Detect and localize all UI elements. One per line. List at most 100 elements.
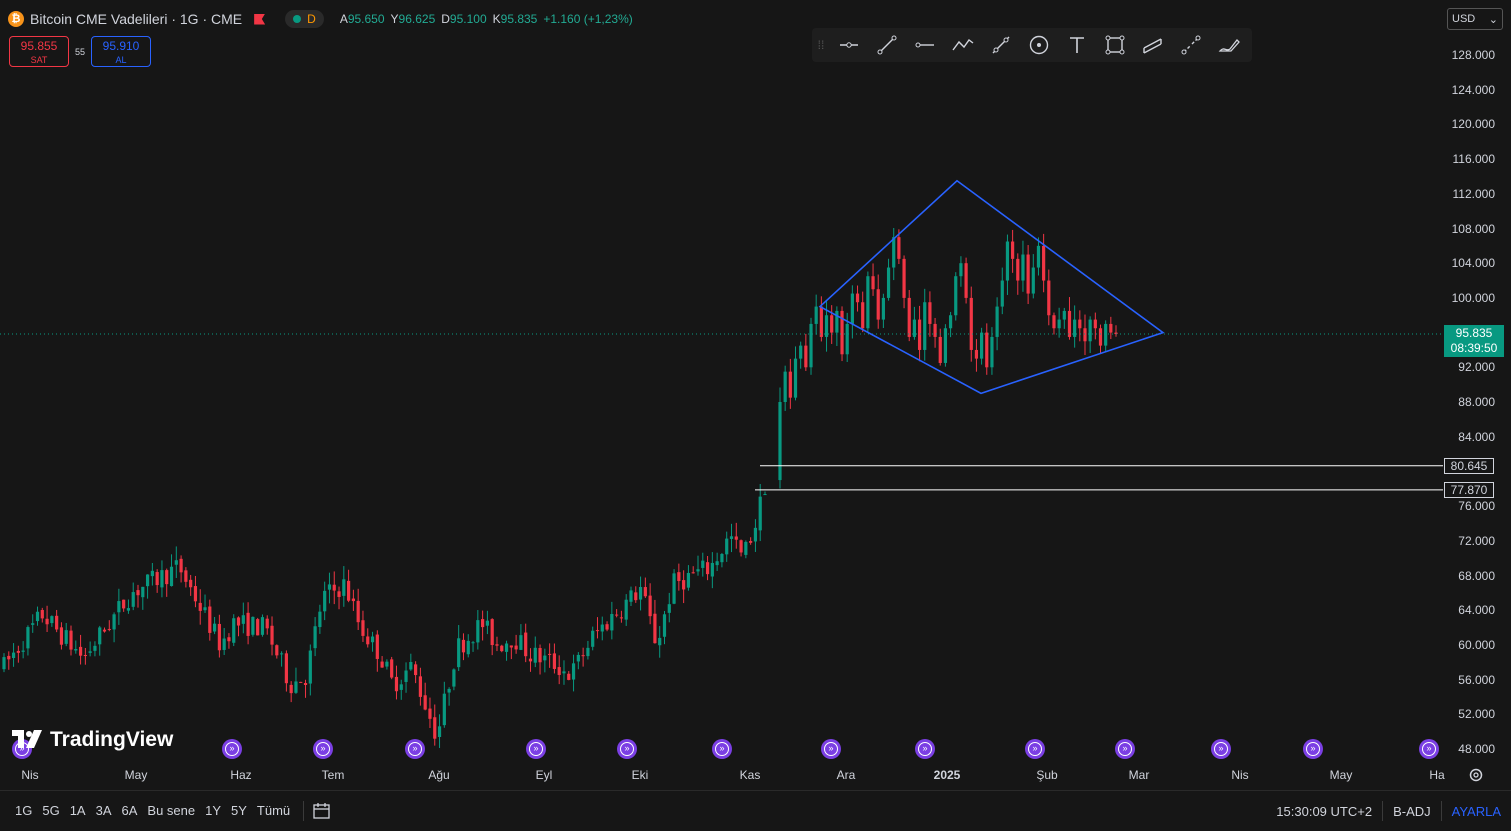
- economic-event-icon[interactable]: »: [617, 739, 637, 759]
- open-value: 95.650: [347, 12, 385, 26]
- time-tick-label: Ara: [836, 768, 856, 782]
- economic-event-icon[interactable]: »: [526, 739, 546, 759]
- range-5y[interactable]: 5Y: [231, 803, 247, 818]
- candle-body: [31, 623, 35, 625]
- price-chart[interactable]: [0, 0, 1443, 790]
- horizontal-line-icon[interactable]: [906, 30, 944, 60]
- candle-body: [658, 637, 662, 646]
- candle-body: [275, 645, 279, 656]
- range-1y[interactable]: 1Y: [205, 803, 222, 818]
- text-icon[interactable]: [1058, 30, 1096, 60]
- range-6a[interactable]: 6A: [121, 803, 138, 818]
- economic-event-icon[interactable]: »: [1303, 739, 1323, 759]
- candle-body: [576, 654, 580, 662]
- economic-event-icon[interactable]: »: [405, 739, 425, 759]
- tradingview-logo[interactable]: TradingView: [12, 728, 173, 752]
- trend-line-icon[interactable]: [868, 30, 906, 60]
- candle-body: [21, 650, 25, 652]
- close-value: 95.835: [500, 12, 538, 26]
- gear-icon[interactable]: [1467, 766, 1485, 784]
- range-1a[interactable]: 1A: [69, 803, 86, 818]
- economic-event-icon[interactable]: »: [712, 739, 732, 759]
- candle-body: [504, 643, 509, 652]
- path-icon[interactable]: [944, 30, 982, 60]
- bitcoin-icon: ₿: [8, 11, 24, 27]
- brush-icon[interactable]: [1172, 30, 1210, 60]
- candle-body: [485, 620, 490, 626]
- candle-body: [567, 673, 571, 680]
- candle-body: [141, 586, 145, 598]
- candle-body: [624, 599, 628, 620]
- candle-body: [1062, 310, 1066, 320]
- economic-event-icon[interactable]: »: [313, 739, 333, 759]
- candle-body: [2, 657, 6, 670]
- candle-body: [886, 267, 891, 298]
- candle-body: [150, 570, 154, 577]
- currency-selector[interactable]: USD ⌄: [1447, 8, 1503, 30]
- market-status[interactable]: D: [285, 10, 324, 28]
- candle-body: [323, 590, 327, 612]
- economic-event-icon[interactable]: »: [1115, 739, 1135, 759]
- candle-body: [452, 669, 456, 687]
- candle-body: [799, 345, 803, 359]
- candle-body: [648, 595, 652, 617]
- candle-body: [394, 676, 399, 692]
- candle-body: [232, 618, 236, 643]
- economic-event-icon[interactable]: »: [1025, 739, 1045, 759]
- candle-body: [876, 289, 880, 320]
- eraser-pen-icon[interactable]: [1210, 30, 1248, 60]
- calendar-range-icon[interactable]: [312, 802, 332, 820]
- clock-timezone[interactable]: 15:30:09 UTC+2: [1276, 803, 1373, 819]
- open-key: A: [339, 12, 348, 26]
- economic-event-icon[interactable]: »: [222, 739, 242, 759]
- horizontal-ray-icon[interactable]: [830, 30, 868, 60]
- sell-button[interactable]: 95.855 SAT: [9, 36, 69, 67]
- buy-label: AL: [115, 55, 127, 65]
- candle-body: [629, 590, 633, 602]
- price-tick-label: 124.000: [1451, 82, 1495, 97]
- range-3a[interactable]: 3A: [95, 803, 112, 818]
- candle-body: [414, 664, 418, 676]
- candle-body: [548, 653, 552, 655]
- candle-body: [366, 636, 370, 645]
- economic-event-icon[interactable]: »: [821, 739, 841, 759]
- candle-body: [1031, 267, 1035, 294]
- candle-body: [662, 614, 667, 637]
- adjustment-toggle[interactable]: B-ADJ: [1393, 803, 1431, 819]
- economic-event-icon[interactable]: »: [915, 739, 935, 759]
- candle-body: [227, 637, 231, 642]
- candle-body: [93, 645, 97, 651]
- price-tick-label: 52.000: [1458, 707, 1495, 722]
- economic-event-icon[interactable]: »: [1419, 739, 1439, 759]
- parallel-channel-icon[interactable]: [982, 30, 1020, 60]
- range-1g[interactable]: 1G: [15, 803, 33, 818]
- candlestick-chart[interactable]: [0, 0, 1443, 790]
- price-tick-label: 100.000: [1451, 290, 1495, 305]
- economic-event-icon[interactable]: »: [1211, 739, 1231, 759]
- flag-icon[interactable]: [254, 13, 266, 25]
- drag-handle-icon[interactable]: ⁞⁞: [817, 38, 825, 52]
- range-5g[interactable]: 5G: [42, 803, 60, 818]
- candle-body: [739, 540, 743, 553]
- range-ytd[interactable]: Bu sene: [147, 803, 196, 818]
- time-tick-label: Ha: [1429, 768, 1445, 782]
- rectangle-icon[interactable]: [1096, 30, 1134, 60]
- candle-body: [356, 600, 360, 623]
- fib-icon[interactable]: [1134, 30, 1172, 60]
- low-key: D: [441, 12, 450, 26]
- candle-body: [83, 654, 87, 656]
- candle-body: [64, 630, 68, 644]
- circle-icon[interactable]: [1020, 30, 1058, 60]
- candle-body: [471, 642, 475, 644]
- candle-body: [814, 306, 818, 324]
- candle-body: [720, 553, 724, 563]
- time-tick-label: Eyl: [535, 768, 553, 782]
- buy-button[interactable]: 95.910 AL: [91, 36, 152, 67]
- price-axis[interactable]: 128.000 124.000 120.000 116.000 112.000 108.0…: [1443, 0, 1511, 790]
- candle-body: [1057, 319, 1061, 329]
- settings-link[interactable]: AYARLA: [1451, 803, 1501, 819]
- symbol-title[interactable]: Bitcoin CME Vadelileri · 1G · CME: [30, 11, 243, 27]
- candle-body: [88, 651, 92, 653]
- range-all[interactable]: Tümü: [256, 803, 291, 818]
- candle-body: [40, 609, 44, 619]
